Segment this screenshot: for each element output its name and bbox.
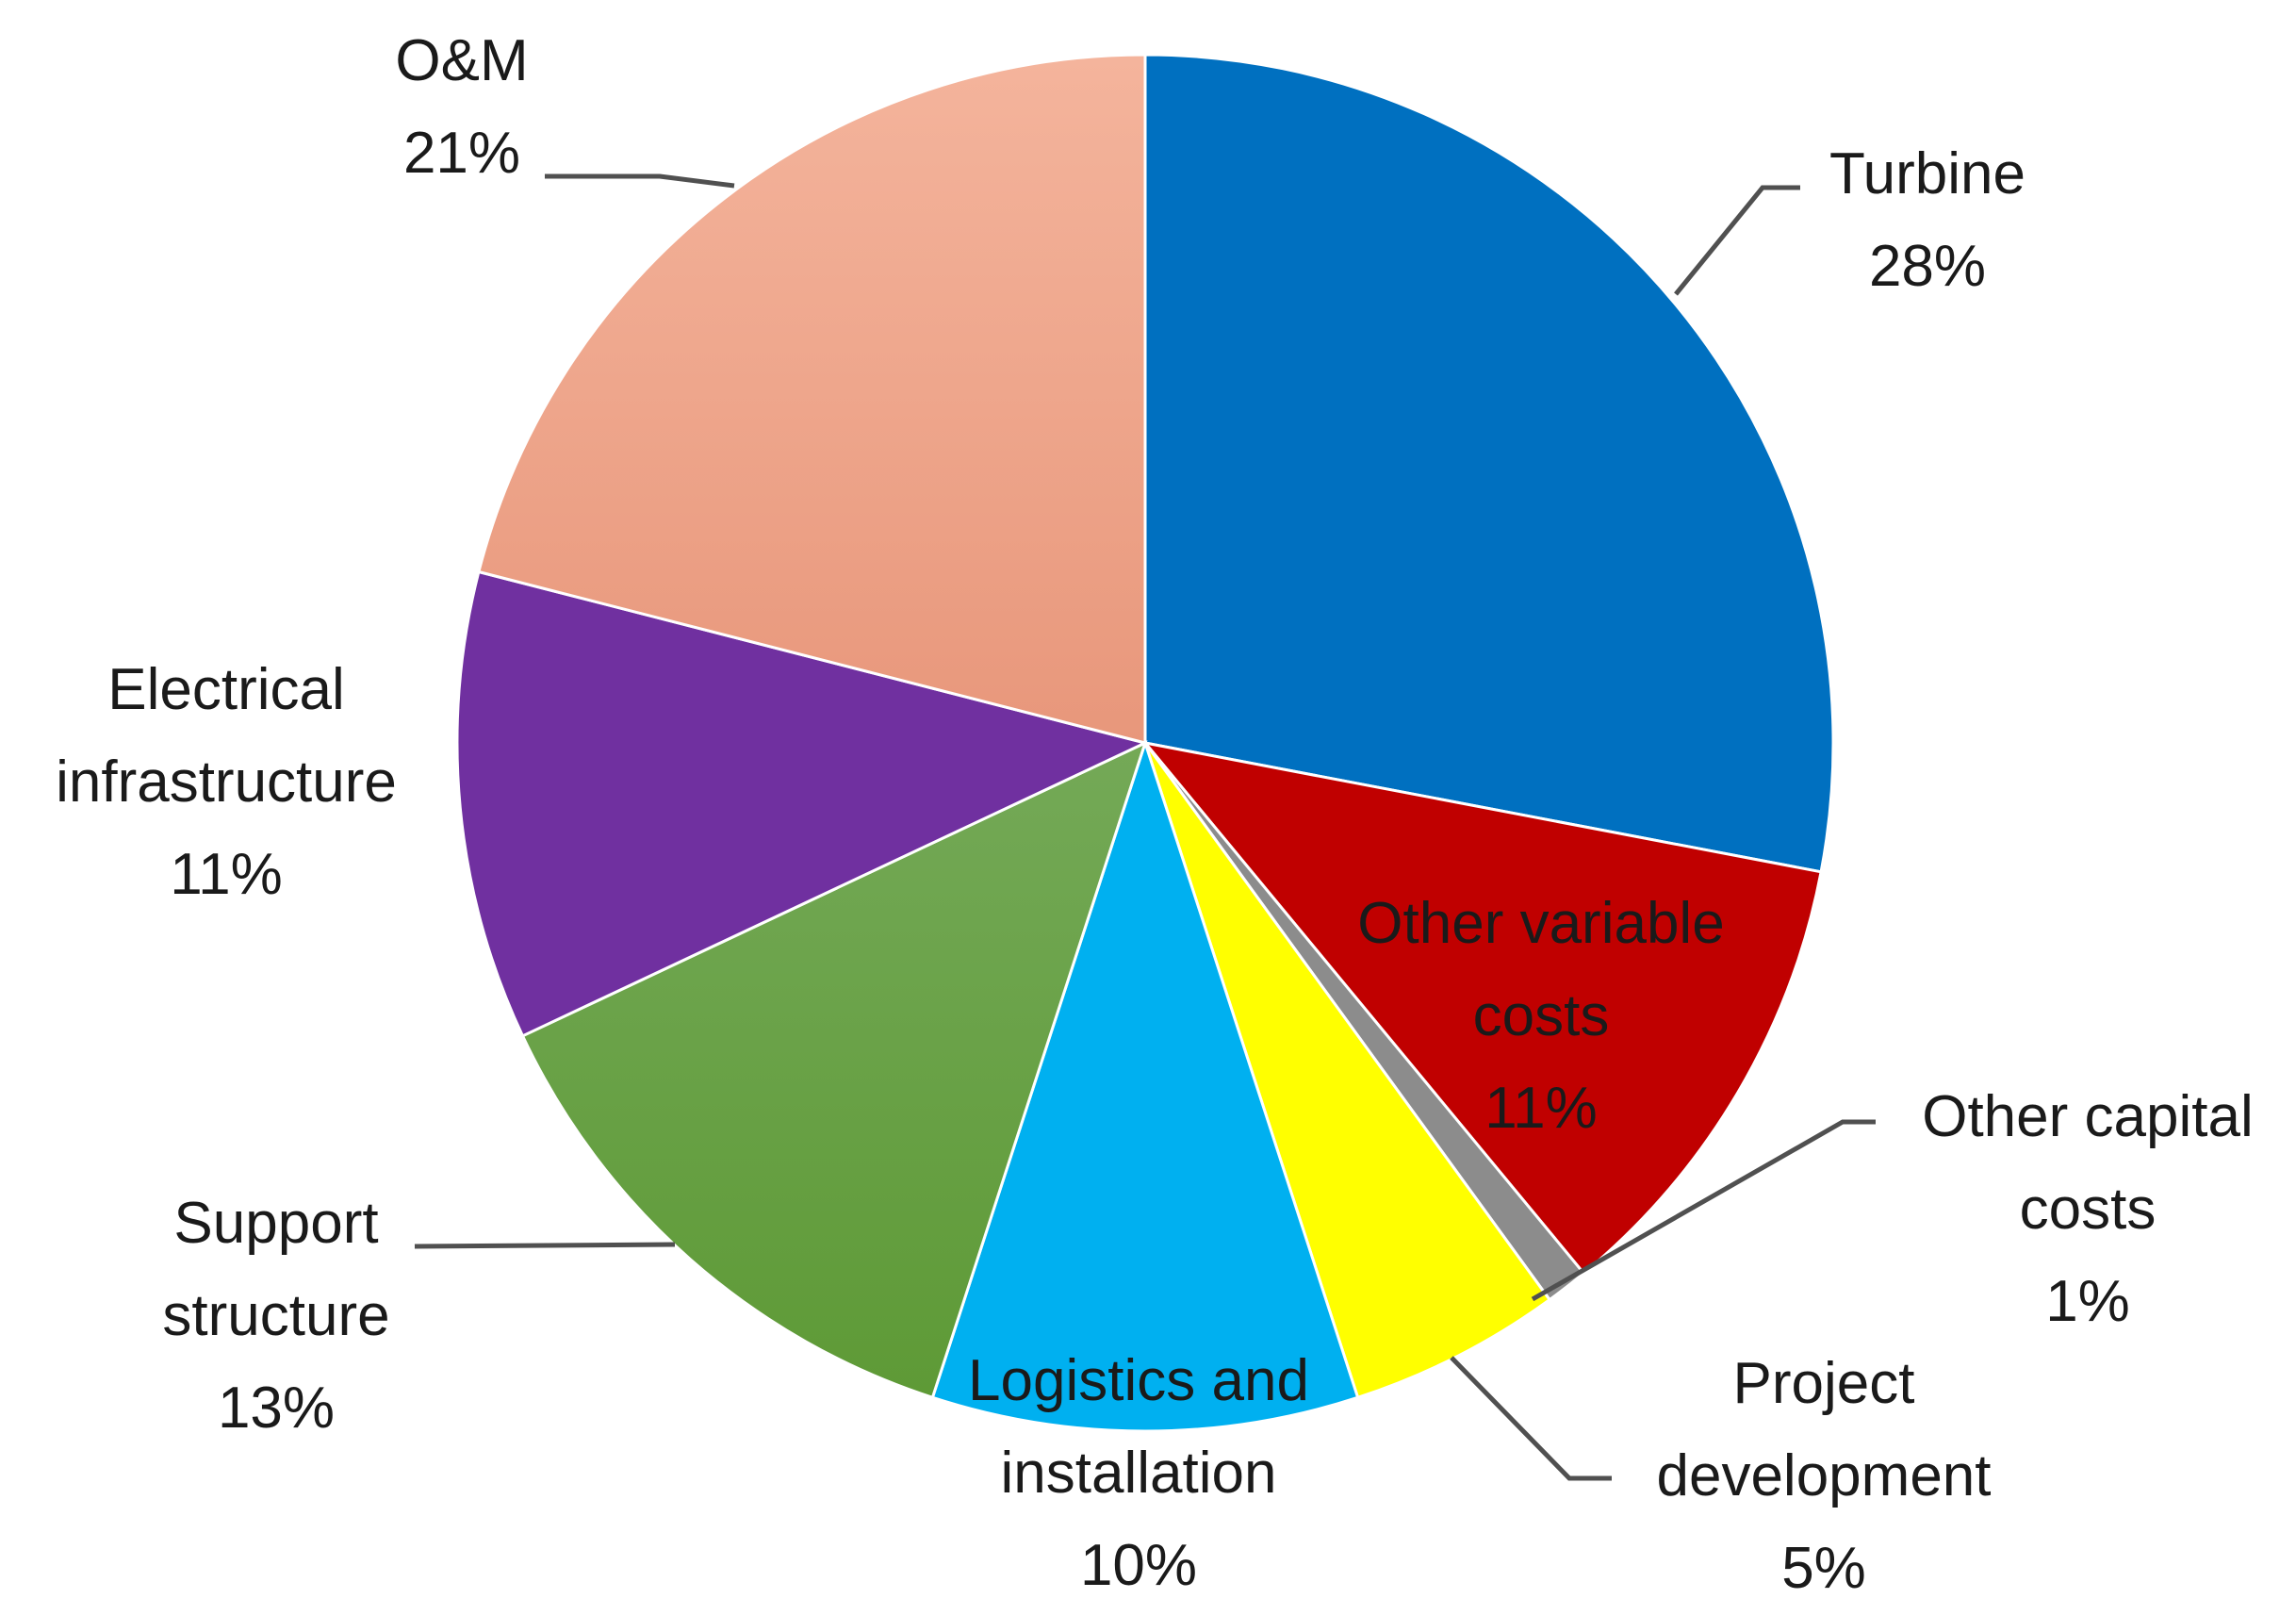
pie-slice-logistics-and-installation bbox=[930, 738, 1360, 1433]
leader-line-turbine bbox=[1674, 185, 1800, 296]
slice-label-line: structure bbox=[162, 1283, 389, 1348]
slice-labels: Turbine 28% Other variable costs 11% Other ca… bbox=[56, 28, 2254, 1601]
leader-line-om bbox=[545, 173, 735, 189]
pie-slice-turbine bbox=[1143, 53, 1835, 874]
slice-label-line: Other capital bbox=[1922, 1084, 2254, 1149]
slice-label-line: Project bbox=[1733, 1351, 1915, 1416]
leader-line-project-development bbox=[1450, 1356, 1612, 1481]
slice-label-line: Electrical bbox=[107, 657, 345, 722]
slice-label-line: costs bbox=[1473, 983, 1610, 1048]
slice-label-line: Support bbox=[173, 1191, 378, 1256]
slice-label-electrical-infrastructure: Electrical infrastructure 11% bbox=[56, 657, 397, 907]
pie-slice-project-development bbox=[1143, 742, 1552, 1400]
leader-line-support-structure bbox=[414, 1242, 676, 1249]
leader-line-other-capital-costs bbox=[1531, 1119, 1876, 1302]
leader-lines bbox=[414, 173, 1876, 1481]
slice-label-line: O&M bbox=[395, 28, 528, 93]
slice-label-line: costs bbox=[2020, 1177, 2157, 1242]
slice-label-other-capital-costs: Other capital costs 1% bbox=[1922, 1084, 2254, 1334]
pie-slices bbox=[455, 53, 1835, 1433]
slice-label-line: 5% bbox=[1781, 1536, 1866, 1601]
pie-slice-other-variable-costs bbox=[1141, 740, 1823, 1276]
slice-label-line: 28% bbox=[1869, 234, 1986, 299]
slice-label-line: Turbine bbox=[1829, 141, 2025, 206]
slice-label-project-development: Project development 5% bbox=[1656, 1351, 1991, 1601]
slice-label-line: Logistics and bbox=[968, 1348, 1309, 1413]
slice-label-line: installation bbox=[1001, 1441, 1277, 1506]
slice-label-line: 11% bbox=[170, 842, 283, 907]
slice-label-line: Other variable bbox=[1357, 891, 1724, 956]
slice-label-line: 13% bbox=[218, 1376, 335, 1441]
slice-label-line: infrastructure bbox=[56, 750, 397, 815]
slice-label-line: 11% bbox=[1484, 1076, 1598, 1141]
slice-label-line: 1% bbox=[2045, 1269, 2130, 1334]
slice-label-line: 10% bbox=[1080, 1533, 1197, 1598]
slice-label-om: O&M 21% bbox=[395, 28, 528, 186]
pie-slice-electrical-infrastructure bbox=[455, 569, 1150, 1038]
slice-label-line: 21% bbox=[403, 121, 520, 186]
pie-slice-support-structure bbox=[520, 740, 1148, 1400]
slice-label-logistics-and-installation: Logistics and installation 10% bbox=[968, 1348, 1309, 1598]
slice-label-turbine: Turbine 28% bbox=[1829, 141, 2025, 299]
slice-label-line: development bbox=[1656, 1443, 1991, 1508]
slice-label-support-structure: Support structure 13% bbox=[162, 1191, 389, 1441]
slice-label-other-variable-costs: Other variable costs 11% bbox=[1357, 891, 1724, 1141]
pie-slice-om bbox=[477, 53, 1147, 745]
